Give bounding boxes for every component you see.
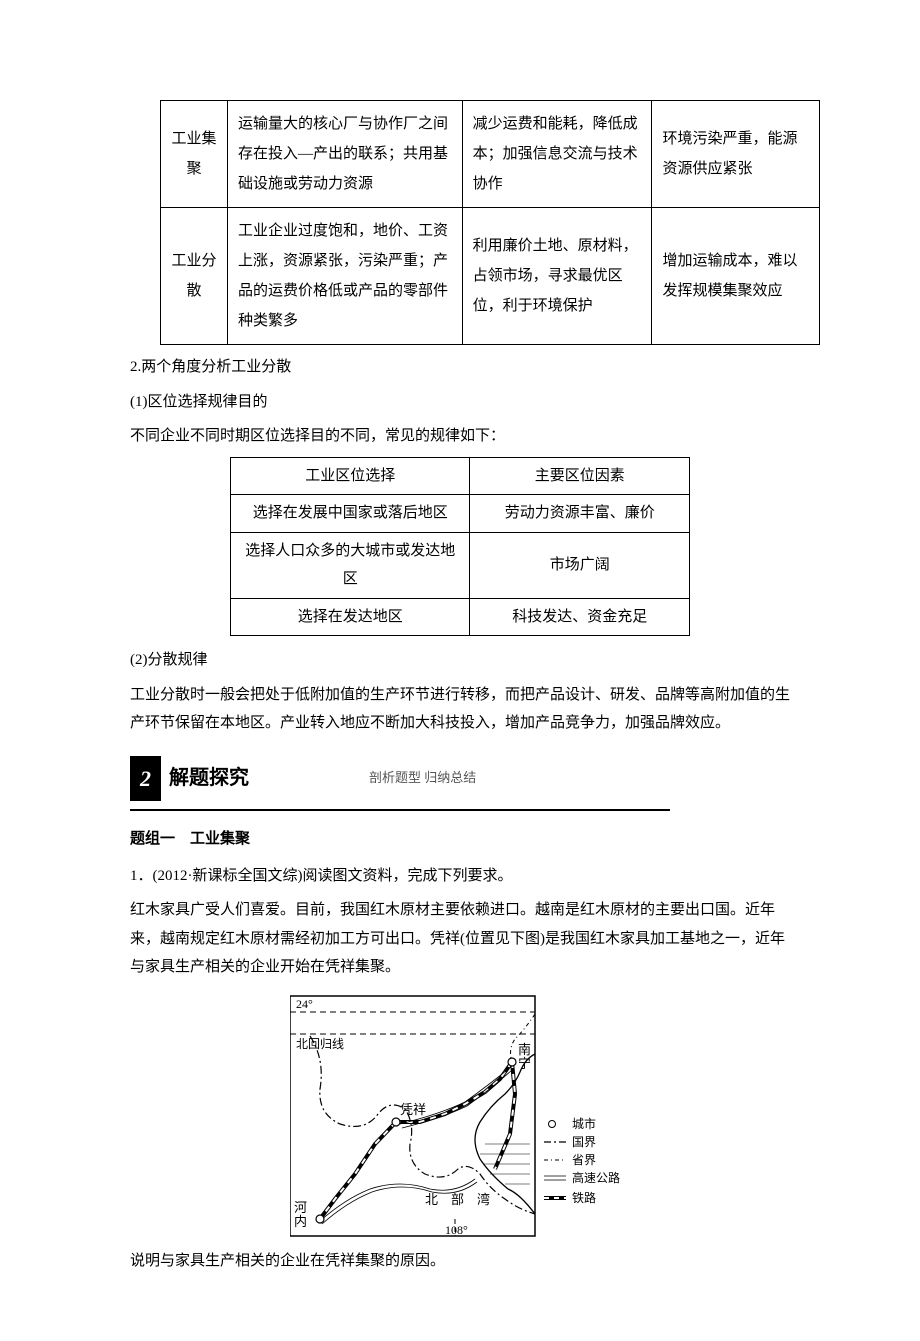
cell: 选择在发达地区 bbox=[231, 598, 470, 636]
cell: 选择在发展中国家或落后地区 bbox=[231, 495, 470, 533]
cell: 市场广阔 bbox=[470, 532, 690, 598]
cell-reason: 运输量大的核心厂与协作厂之间存在投入—产出的联系；共用基础设施或劳动力资源 bbox=[228, 101, 463, 208]
cell-drawback: 环境污染严重，能源资源供应紧张 bbox=[652, 101, 820, 208]
table-row: 选择在发展中国家或落后地区 劳动力资源丰富、廉价 bbox=[231, 495, 690, 533]
legend-border-label: 国界 bbox=[572, 1135, 596, 1149]
section-underline bbox=[130, 809, 670, 811]
cell: 选择人口众多的大城市或发达地区 bbox=[231, 532, 470, 598]
section-number-badge: 2 bbox=[130, 756, 161, 802]
table-row: 选择在发达地区 科技发达、资金充足 bbox=[231, 598, 690, 636]
question-text: 红木家具广受人们喜爱。目前，我国红木原材主要依赖进口。越南是红木原材的主要出口国… bbox=[130, 896, 790, 982]
city-hanoi-icon bbox=[316, 1215, 324, 1223]
table-row: 工业分散 工业企业过度饱和，地价、工资上涨，资源紧张，污染严重；产品的运费价格低… bbox=[161, 208, 820, 345]
city-pingxiang-icon bbox=[392, 1118, 400, 1126]
cell-benefit: 减少运费和能耗，降低成本；加强信息交流与技术协作 bbox=[462, 101, 652, 208]
legend-city-icon bbox=[549, 1120, 556, 1127]
cell-reason: 工业企业过度饱和，地价、工资上涨，资源紧张，污染严重；产品的运费价格低或产品的零… bbox=[228, 208, 463, 345]
header-cell: 主要区位因素 bbox=[470, 457, 690, 495]
city-nanning-icon bbox=[508, 1058, 516, 1066]
comparison-table: 工业集聚 运输量大的核心厂与协作厂之间存在投入—产出的联系；共用基础设施或劳动力… bbox=[160, 100, 820, 345]
sub-heading: (1)区位选择规律目的 bbox=[130, 388, 790, 417]
cell-drawback: 增加运输成本，难以发挥规模集聚效应 bbox=[652, 208, 820, 345]
paragraph: 工业分散时一般会把处于低附加值的生产环节进行转移，而把产品设计、研发、品牌等高附… bbox=[130, 681, 790, 738]
header-cell: 工业区位选择 bbox=[231, 457, 470, 495]
legend-prov-label: 省界 bbox=[572, 1153, 596, 1167]
cell: 劳动力资源丰富、廉价 bbox=[470, 495, 690, 533]
section-title: 解题探究 bbox=[169, 759, 249, 797]
label-lon108: 108° bbox=[445, 1223, 468, 1237]
cell-label: 工业集聚 bbox=[161, 101, 228, 208]
section-subtitle: 剖析题型 归纳总结 bbox=[369, 766, 476, 791]
coastline bbox=[475, 1054, 535, 1214]
label-nanning: 南宁 bbox=[518, 1042, 531, 1071]
table-row: 工业区位选择 主要区位因素 bbox=[231, 457, 690, 495]
sub-heading: (2)分散规律 bbox=[130, 646, 790, 675]
heading-2: 2.两个角度分析工业分散 bbox=[130, 353, 790, 382]
cell: 科技发达、资金充足 bbox=[470, 598, 690, 636]
cell-benefit: 利用廉价土地、原材料，占领市场，寻求最优区位，利于环境保护 bbox=[462, 208, 652, 345]
question-intro: 1．(2012·新课标全国文综)阅读图文资料，完成下列要求。 bbox=[130, 862, 790, 891]
paragraph: 不同企业不同时期区位选择目的不同，常见的规律如下： bbox=[130, 422, 790, 451]
table-row: 工业集聚 运输量大的核心厂与协作厂之间存在投入—产出的联系；共用基础设施或劳动力… bbox=[161, 101, 820, 208]
label-hanoi: 河内 bbox=[294, 1200, 307, 1229]
map-svg: 24° 北回归线 bbox=[290, 994, 630, 1239]
cell-label: 工业分散 bbox=[161, 208, 228, 345]
map-legend: 城市 国界 省界 高速公路 铁路 bbox=[544, 1116, 620, 1205]
label-beibu: 北 部 湾 bbox=[425, 1192, 490, 1207]
legend-highway-label: 高速公路 bbox=[572, 1170, 620, 1185]
legend-rail-label: 铁路 bbox=[572, 1190, 596, 1205]
label-tropic: 北回归线 bbox=[296, 1037, 344, 1051]
question-ask: 说明与家具生产相关的企业在凭祥集聚的原因。 bbox=[130, 1247, 790, 1276]
label-pingxiang: 凭祥 bbox=[400, 1102, 426, 1117]
map-figure: 24° 北回归线 bbox=[290, 994, 630, 1239]
label-lat24: 24° bbox=[296, 997, 313, 1011]
factor-table: 工业区位选择 主要区位因素 选择在发展中国家或落后地区 劳动力资源丰富、廉价 选… bbox=[230, 457, 690, 637]
group-title: 题组一 工业集聚 bbox=[130, 825, 790, 854]
table-row: 选择人口众多的大城市或发达地区 市场广阔 bbox=[231, 532, 690, 598]
section-header: 2 解题探究 剖析题型 归纳总结 bbox=[130, 756, 790, 802]
legend-city-label: 城市 bbox=[572, 1116, 596, 1131]
